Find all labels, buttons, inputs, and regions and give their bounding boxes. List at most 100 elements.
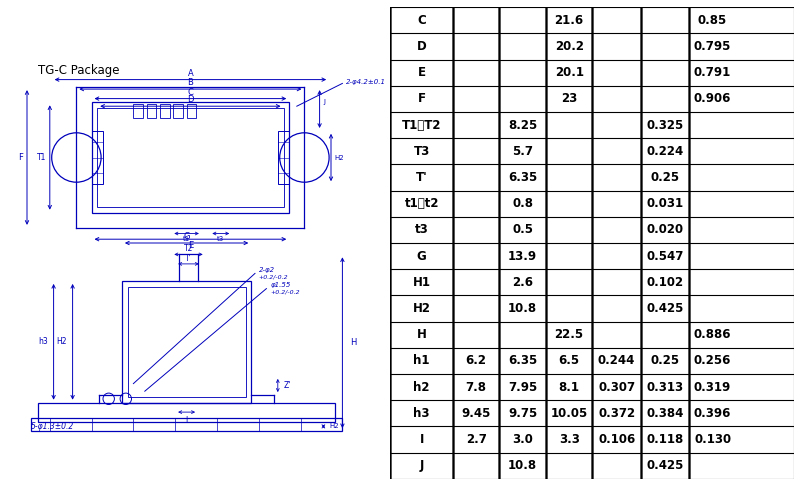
Text: G: G [417,250,426,262]
Text: I: I [419,433,424,446]
Text: 6.35: 6.35 [508,354,538,367]
Text: 13.9: 13.9 [508,250,538,262]
Text: 6.5: 6.5 [558,354,580,367]
Text: t1、t2: t1、t2 [405,197,439,210]
Bar [146,104,156,118]
Text: 10.8: 10.8 [508,302,538,315]
Bar [122,281,251,402]
Text: 10.05: 10.05 [550,407,588,420]
Text: F: F [418,92,426,105]
Text: T2: T2 [184,244,193,253]
Text: 0.85: 0.85 [698,14,727,27]
Text: 8.25: 8.25 [508,119,538,132]
Text: 0.425: 0.425 [646,302,684,315]
Text: 0.5: 0.5 [512,224,534,236]
Text: t3: t3 [415,224,429,236]
Text: T1: T1 [37,153,46,162]
Text: H: H [350,338,356,347]
Text: 0.130: 0.130 [694,433,731,446]
Text: 0.256: 0.256 [694,354,731,367]
Text: 0.25: 0.25 [650,171,680,184]
Text: I: I [186,416,188,425]
Text: 0.886: 0.886 [694,328,731,341]
Text: 0.384: 0.384 [646,407,684,420]
Bar [128,287,246,397]
Text: 21.6: 21.6 [554,14,584,27]
Text: T3: T3 [414,145,430,158]
Text: 0.313: 0.313 [646,381,684,394]
Text: 2-φ4.2±0.1: 2-φ4.2±0.1 [346,79,386,85]
Text: h3: h3 [414,407,430,420]
Bar [174,104,182,118]
Text: T': T' [416,171,427,184]
Text: C: C [418,14,426,27]
Text: 8.1: 8.1 [558,381,580,394]
Text: Z': Z' [283,381,291,390]
Text: B: B [187,78,194,87]
Text: h2: h2 [414,381,430,394]
Text: 0.106: 0.106 [598,433,635,446]
Text: 7.95: 7.95 [508,381,538,394]
Text: E: E [188,241,193,250]
Text: D: D [417,40,426,53]
Text: φ1.55: φ1.55 [270,282,290,288]
Text: 5.7: 5.7 [512,145,534,158]
Text: 9.75: 9.75 [508,407,538,420]
Text: 2-φ2: 2-φ2 [259,267,275,273]
Text: 23: 23 [561,92,578,105]
Text: J: J [323,100,326,105]
Bar [98,108,283,207]
Text: 2.7: 2.7 [466,433,486,446]
Text: J: J [419,459,424,472]
Text: 0.319: 0.319 [694,381,731,394]
Text: 7.8: 7.8 [466,381,486,394]
Text: 0.547: 0.547 [646,250,684,262]
Text: 0.224: 0.224 [646,145,684,158]
Bar [92,103,290,212]
Text: 22.5: 22.5 [554,328,584,341]
Text: 20.2: 20.2 [554,40,584,53]
Text: H2: H2 [413,302,430,315]
Bar [186,104,196,118]
Text: C: C [187,87,194,97]
Text: A: A [187,69,194,78]
Text: G: G [183,232,190,241]
Bar [160,104,170,118]
Text: +0.2/-0.2: +0.2/-0.2 [259,275,289,280]
Bar [134,104,143,118]
Bar [38,402,335,421]
Text: H: H [417,328,426,341]
Text: 3.0: 3.0 [512,433,533,446]
Text: 0.25: 0.25 [650,354,680,367]
Bar [92,131,103,184]
Text: t1: t1 [183,236,190,242]
Text: F: F [18,153,23,162]
Text: h1: h1 [414,354,430,367]
Text: T': T' [185,254,192,263]
Text: 5-φ1.3±0.2: 5-φ1.3±0.2 [30,422,74,431]
Text: 0.8: 0.8 [512,197,534,210]
Text: 3.3: 3.3 [558,433,580,446]
Text: 0.102: 0.102 [646,276,684,289]
Text: 0.372: 0.372 [598,407,635,420]
Text: 0.795: 0.795 [694,40,731,53]
Text: 0.031: 0.031 [646,197,684,210]
Text: E: E [418,66,426,79]
Bar [30,418,342,431]
Bar [278,131,290,184]
Text: 9.45: 9.45 [462,407,491,420]
Text: TG-C Package: TG-C Package [38,65,120,77]
Text: 0.307: 0.307 [598,381,635,394]
Text: 6.35: 6.35 [508,171,538,184]
Text: 0.396: 0.396 [694,407,731,420]
Text: h3: h3 [38,337,48,347]
Text: 0.118: 0.118 [646,433,684,446]
Text: 0.325: 0.325 [646,119,684,132]
Text: 0.906: 0.906 [694,92,731,105]
Text: H2: H2 [335,155,345,160]
Text: 2.6: 2.6 [512,276,534,289]
Text: 0.425: 0.425 [646,459,684,472]
Text: +0.2/-0.2: +0.2/-0.2 [270,290,300,295]
Text: 10.8: 10.8 [508,459,538,472]
Text: H2: H2 [56,337,67,347]
